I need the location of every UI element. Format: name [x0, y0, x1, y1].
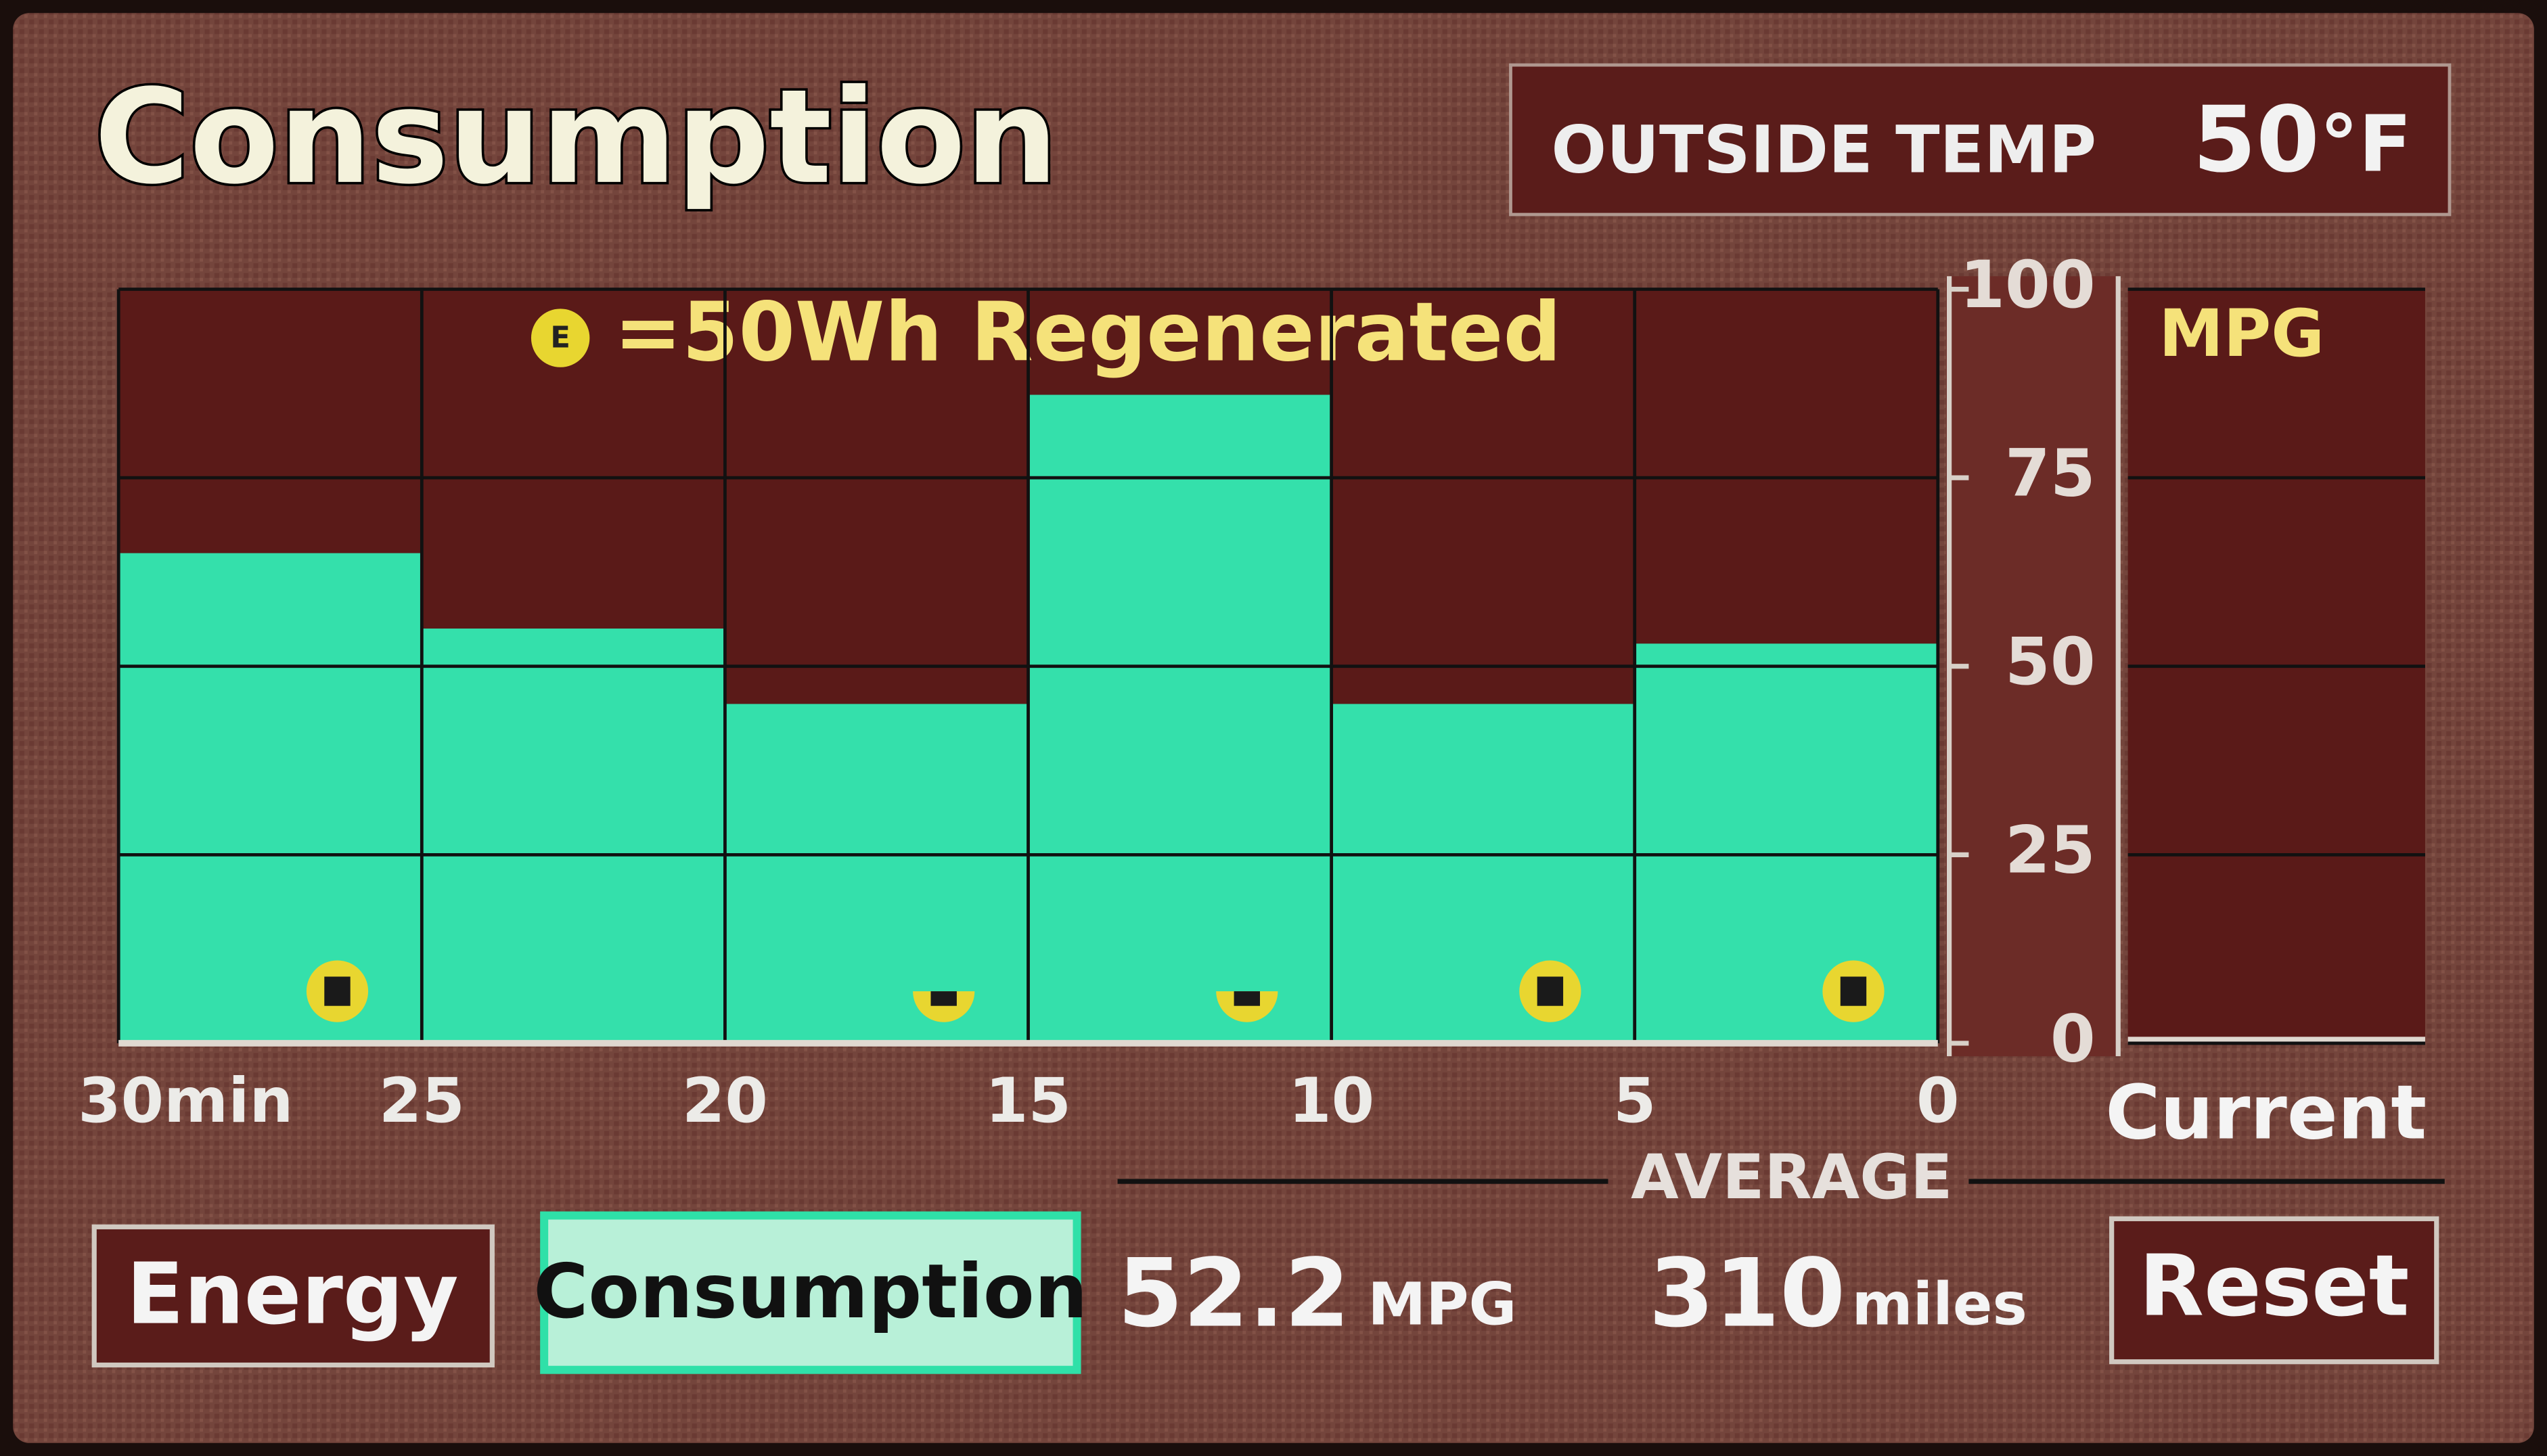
average-label: AVERAGE: [1631, 1141, 1952, 1213]
y-tick-label: 100: [1960, 247, 2095, 323]
regen-sun: [913, 991, 975, 1022]
temp-value: 50: [2193, 87, 2320, 193]
y-tick-label: 25: [2005, 813, 2096, 888]
bar: [118, 553, 422, 1043]
x-tick-label: 0: [1916, 1064, 1959, 1137]
x-tick-label: 5: [1613, 1064, 1656, 1137]
reset-button-label[interactable]: Reset: [2139, 1237, 2409, 1336]
legend-text: =50Wh Regenerated: [614, 286, 1561, 380]
consumption-button[interactable]: [540, 1211, 1081, 1374]
y-tick-label: 50: [2005, 624, 2096, 700]
energy-button-label[interactable]: Energy: [127, 1246, 459, 1344]
regen-core: [324, 976, 351, 1006]
energy-button[interactable]: [91, 1224, 495, 1368]
regen-icon: [1216, 991, 1278, 1022]
x-tick-label: 30min: [78, 1064, 293, 1137]
mpg-panel-title: MPG: [2159, 296, 2324, 371]
regen-core: [1840, 976, 1867, 1006]
bar: [725, 704, 1029, 1043]
current-label: Current: [2105, 1070, 2427, 1157]
regen-core: [1234, 991, 1260, 1006]
average-mpg-unit: MPG: [1368, 1271, 1516, 1338]
legend-icon: [531, 309, 590, 367]
regen-sun: [1216, 991, 1278, 1022]
average-distance-unit: miles: [1852, 1271, 2027, 1338]
y-tick-label: 75: [2005, 435, 2096, 511]
regen-icon: [1822, 960, 1885, 1022]
regen-icon: [306, 960, 369, 1022]
grid: [116, 288, 2425, 1045]
average-distance: 310: [1649, 1238, 1846, 1348]
x-tick-label: 20: [682, 1064, 768, 1137]
temp-box: [1509, 63, 2452, 217]
scale-strip: [1945, 276, 2120, 1057]
page-title: Consumption: [94, 62, 1058, 213]
regen-core: [930, 991, 957, 1006]
x-tick-label: 15: [985, 1064, 1071, 1137]
regen-core: [1537, 976, 1564, 1006]
reset-button[interactable]: [2109, 1216, 2439, 1365]
x-tick-label: 10: [1288, 1064, 1374, 1137]
bar: [1028, 394, 1332, 1043]
temp-label: OUTSIDE TEMP: [1551, 112, 2096, 188]
regen-icon: [1519, 960, 1581, 1022]
average-mpg: 52.2: [1118, 1238, 1350, 1348]
regen-icon: [913, 991, 975, 1022]
y-tick-label: 0: [2050, 1001, 2096, 1076]
legend-icon-letter: E: [550, 321, 570, 355]
bars: [118, 394, 1938, 1043]
temp-unit: °F: [2320, 99, 2412, 190]
bar: [1331, 704, 1635, 1043]
consumption-button-label[interactable]: Consumption: [533, 1248, 1087, 1336]
bar: [422, 629, 725, 1043]
bar: [1634, 643, 1938, 1043]
x-tick-label: 25: [379, 1064, 465, 1137]
